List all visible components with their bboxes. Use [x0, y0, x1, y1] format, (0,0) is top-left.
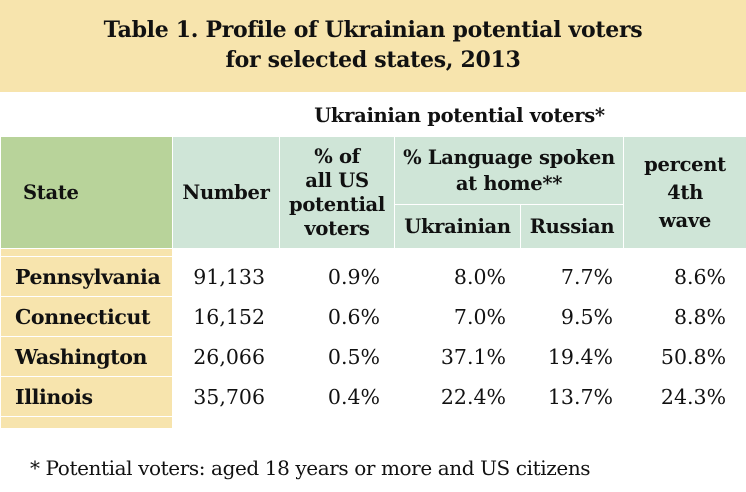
title-line-2: for selected states, 2013 [225, 47, 521, 73]
header-pct-all-line3: potential [289, 192, 385, 216]
header-pct-all-line2: all US [305, 168, 369, 192]
state-spacer [0, 248, 173, 257]
header-row: State Number % of all US potential voter… [0, 136, 746, 249]
footnote: * Potential voters: aged 18 years or mor… [30, 456, 591, 480]
subheader-row: Ukrainian Russian [1, 204, 746, 249]
cell-russian: 9.5% [520, 296, 624, 337]
header-state: State [0, 136, 173, 249]
cell-spacer [622, 416, 746, 429]
header-language-line1: % Language spoken [403, 145, 615, 169]
corner-blank [0, 93, 173, 137]
cell-spacer [279, 248, 395, 257]
cell-ukrainian: 37.1% [394, 336, 521, 377]
cell-number: 26,066 [172, 336, 280, 377]
header-language-line2: at home** [455, 171, 563, 195]
header-pct-all-line4: voters [304, 216, 370, 240]
cell-spacer [394, 248, 521, 257]
cell-wave: 24.3% [622, 376, 746, 417]
cell-ukrainian: 8.0% [394, 256, 521, 297]
table-row: Connecticut 16,152 0.6% 7.0% 9.5% 8.8% [0, 296, 746, 337]
cell-russian: 13.7% [520, 376, 624, 417]
header-ukrainian: Ukrainian [394, 204, 521, 249]
cell-spacer [172, 248, 280, 257]
header-wave: percent 4th wave [622, 136, 746, 249]
cell-ukrainian: 7.0% [394, 296, 521, 337]
table-row [0, 416, 746, 429]
cell-spacer [172, 416, 280, 429]
cell-state: Pennsylvania [0, 256, 173, 297]
table-title: Table 1. Profile of Ukrainian potential … [0, 0, 746, 92]
table-row: Pennsylvania 91,133 0.9% 8.0% 7.7% 8.6% [0, 256, 746, 297]
cell-russian: 7.7% [520, 256, 624, 297]
cell-wave: 50.8% [622, 336, 746, 377]
cell-wave: 8.8% [622, 296, 746, 337]
title-line-1: Table 1. Profile of Ukrainian potential … [103, 17, 643, 43]
cell-number: 35,706 [172, 376, 280, 417]
header-pct-all: % of all US potential voters [279, 136, 395, 249]
table-row: Washington 26,066 0.5% 37.1% 19.4% 50.8% [0, 336, 746, 377]
cell-number: 91,133 [172, 256, 280, 297]
cell-pct-all: 0.5% [279, 336, 395, 377]
cell-russian: 19.4% [520, 336, 624, 377]
header-wave-line1: percent [644, 152, 726, 176]
super-header-row: Ukrainian potential voters* [0, 93, 746, 137]
cell-spacer [520, 248, 624, 257]
header-russian: Russian [520, 204, 624, 249]
header-number: Number [172, 136, 280, 249]
cell-pct-all: 0.9% [279, 256, 395, 297]
table-row: Illinois 35,706 0.4% 22.4% 13.7% 24.3% [0, 376, 746, 417]
cell-spacer [279, 416, 395, 429]
header-wave-line3: wave [659, 208, 711, 232]
cell-wave: 8.6% [622, 256, 746, 297]
header-language: % Language spoken at home** [394, 136, 624, 205]
super-header: Ukrainian potential voters* [171, 93, 746, 137]
cell-spacer [520, 416, 624, 429]
header-wave-line2: 4th [667, 180, 703, 204]
cell-state: Illinois [0, 376, 173, 417]
cell-pct-all: 0.4% [279, 376, 395, 417]
voters-table: Ukrainian potential voters* State Number… [0, 93, 746, 429]
cell-pct-all: 0.6% [279, 296, 395, 337]
cell-spacer [394, 416, 521, 429]
header-pct-all-line1: % of [314, 144, 360, 168]
cell-number: 16,152 [172, 296, 280, 337]
cell-ukrainian: 22.4% [394, 376, 521, 417]
table-row [0, 248, 746, 257]
cell-state: Washington [0, 336, 173, 377]
cell-spacer [622, 248, 746, 257]
cell-state: Connecticut [0, 296, 173, 337]
state-spacer [0, 416, 173, 429]
